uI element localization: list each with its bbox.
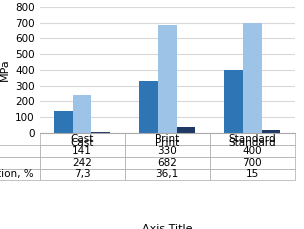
Bar (262, 131, 280, 133)
Bar (92, 132, 110, 133)
Bar (243, 23, 262, 133)
Bar (54, 111, 73, 133)
X-axis label: Axis Title: Axis Title (142, 224, 192, 229)
Bar (139, 81, 158, 133)
Bar (158, 25, 177, 133)
Bar (177, 127, 195, 133)
Y-axis label: MPa: MPa (0, 58, 9, 81)
Bar (73, 95, 92, 133)
Bar (224, 70, 243, 133)
